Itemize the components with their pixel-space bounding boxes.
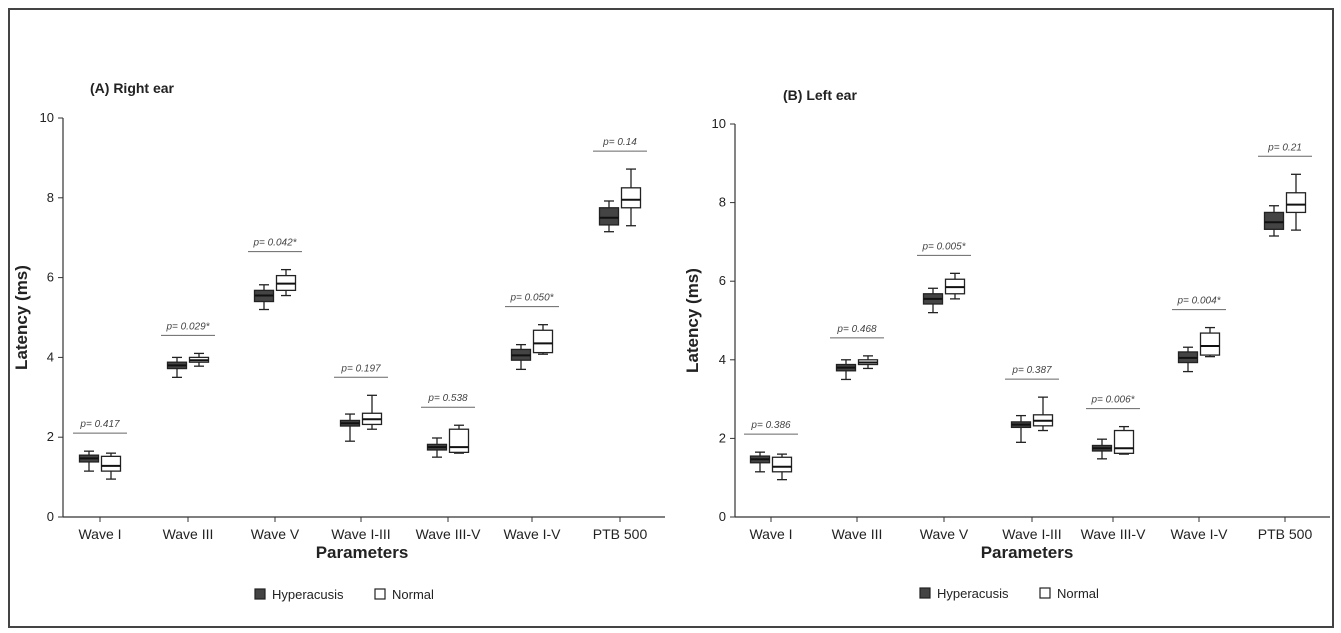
box-hyperacusis <box>426 437 448 458</box>
box-normal <box>1113 425 1135 455</box>
box-hyperacusis <box>835 359 857 381</box>
legend-swatch-normal <box>374 588 386 600</box>
box-normal <box>857 355 879 370</box>
legend-swatch-hyperacusis <box>254 588 266 600</box>
chart-title: (B) Left ear <box>783 87 857 103</box>
box-normal <box>532 324 554 355</box>
chart-panel-right-ear: (A) Right ear 0 2 4 6 8 10 Latency (ms) Wave I p=… <box>12 80 665 602</box>
legend-label-hyperacusis: Hyperacusis <box>272 587 344 602</box>
p-value-label: p= 0.387 <box>1011 365 1052 376</box>
chart-title: (A) Right ear <box>90 80 175 96</box>
box-normal <box>944 272 966 300</box>
legend: Hyperacusis Normal <box>254 587 434 602</box>
box-body <box>598 207 620 226</box>
y-tick-label: 10 <box>712 116 726 131</box>
y-tick-label: 8 <box>719 195 726 210</box>
box-hyperacusis <box>510 343 532 371</box>
y-axis-label: Latency (ms) <box>683 268 702 373</box>
x-tick-label: Wave I-III <box>1002 526 1061 542</box>
box-normal <box>448 424 470 454</box>
box-hyperacusis <box>1091 438 1113 460</box>
x-tick-label: Wave III <box>832 526 883 542</box>
y-tick-label: 6 <box>719 273 726 288</box>
box-body <box>1285 192 1307 214</box>
box-body <box>448 428 470 454</box>
box-normal <box>620 168 642 227</box>
box-normal <box>275 268 297 297</box>
x-tick-label: Wave I <box>78 526 121 542</box>
x-tick-label: Wave III-V <box>416 526 481 542</box>
box-normal <box>1032 396 1054 432</box>
y-axis-label: Latency (ms) <box>12 265 31 370</box>
legend-swatch-normal <box>1039 587 1051 599</box>
x-axis-label: Parameters <box>316 543 409 562</box>
box-hyperacusis <box>1177 346 1199 373</box>
x-tick-label: Wave I-V <box>503 526 561 542</box>
box-hyperacusis <box>749 451 771 473</box>
box-body <box>1113 429 1135 454</box>
box-body <box>1199 332 1221 356</box>
y-tick-label: 2 <box>719 430 726 445</box>
y-tick-label: 6 <box>47 270 54 285</box>
p-value-label: p= 0.197 <box>340 363 381 374</box>
p-value-label: p= 0.042* <box>252 238 297 249</box>
y-tick-label: 0 <box>47 509 54 524</box>
p-value-label: p= 0.050* <box>509 293 554 304</box>
box-hyperacusis <box>1263 205 1285 237</box>
p-value-label: p= 0.029* <box>165 321 210 332</box>
y-tick-label: 8 <box>47 190 54 205</box>
box-body <box>532 329 554 354</box>
p-value-label: p= 0.468 <box>836 324 877 335</box>
y-tick-label: 0 <box>719 509 726 524</box>
x-tick-label: Wave I-III <box>331 526 390 542</box>
box-hyperacusis <box>78 450 100 472</box>
box-hyperacusis <box>1010 414 1032 443</box>
legend-label-normal: Normal <box>392 587 434 602</box>
p-value-label: p= 0.386 <box>750 420 791 431</box>
p-value-label: p= 0.417 <box>79 419 120 430</box>
p-value-label: p= 0.21 <box>1267 142 1302 153</box>
x-tick-label: Wave III <box>163 526 214 542</box>
legend-label-normal: Normal <box>1057 586 1099 601</box>
box-hyperacusis <box>253 284 275 311</box>
box-normal <box>100 452 122 480</box>
box-normal <box>1285 173 1307 231</box>
box-hyperacusis <box>166 356 188 379</box>
p-value-label: p= 0.538 <box>427 393 468 404</box>
p-value-label: p= 0.004* <box>1176 296 1221 307</box>
x-tick-label: Wave V <box>251 526 300 542</box>
box-body <box>100 455 122 472</box>
x-tick-label: Wave III-V <box>1081 526 1146 542</box>
box-body <box>771 456 793 473</box>
box-hyperacusis <box>339 413 361 442</box>
y-tick-label: 4 <box>47 349 54 364</box>
box-body <box>620 187 642 209</box>
p-value-label: p= 0.14 <box>602 137 637 148</box>
legend-swatch-hyperacusis <box>919 587 931 599</box>
box-normal <box>188 352 210 367</box>
x-tick-label: PTB 500 <box>1258 526 1313 542</box>
x-tick-label: PTB 500 <box>593 526 648 542</box>
x-tick-label: Wave I-V <box>1170 526 1228 542</box>
box-hyperacusis <box>922 287 944 314</box>
box-normal <box>1199 326 1221 358</box>
y-tick-label: 4 <box>719 352 726 367</box>
legend: Hyperacusis Normal <box>919 586 1099 601</box>
x-tick-label: Wave V <box>920 526 969 542</box>
chart-panel-left-ear: (B) Left ear 0 2 4 6 8 10 Latency (ms) Wave I p= … <box>683 87 1330 601</box>
x-axis-label: Parameters <box>981 543 1074 562</box>
figure-frame <box>8 8 1334 628</box>
legend-label-hyperacusis: Hyperacusis <box>937 586 1009 601</box>
y-tick-label: 10 <box>40 110 54 125</box>
p-value-label: p= 0.006* <box>1090 395 1135 406</box>
box-normal <box>361 394 383 430</box>
x-tick-label: Wave I <box>749 526 792 542</box>
y-tick-label: 2 <box>47 429 54 444</box>
p-value-label: p= 0.005* <box>921 241 966 252</box>
box-normal <box>771 453 793 481</box>
box-hyperacusis <box>598 200 620 233</box>
box-body <box>1263 211 1285 230</box>
